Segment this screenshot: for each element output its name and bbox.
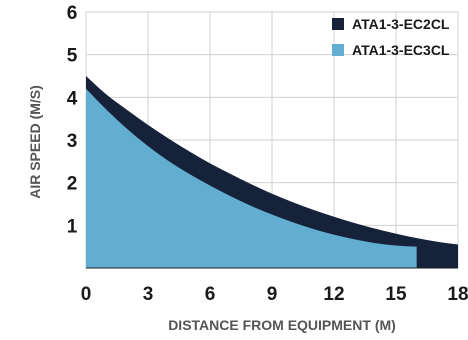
y-tick-labels: 1 2 3 4 5 6 xyxy=(67,3,78,237)
legend-label-0: ATA1-3-EC2CL xyxy=(352,16,450,32)
y-tick-label: 2 xyxy=(67,174,78,195)
series-areas xyxy=(86,76,458,268)
y-tick-label: 5 xyxy=(67,46,78,67)
legend: ATA1-3-EC2CL ATA1-3-EC3CL xyxy=(332,16,450,58)
y-tick-label: 6 xyxy=(67,3,78,24)
x-tick-label: 12 xyxy=(323,284,344,305)
y-axis-label: AIR SPEED (M/S) xyxy=(27,85,43,199)
legend-label-1: ATA1-3-EC3CL xyxy=(352,42,450,58)
legend-swatch-1 xyxy=(332,44,344,56)
grid xyxy=(85,11,459,268)
x-tick-label: 18 xyxy=(447,284,468,305)
x-axis-label: DISTANCE FROM EQUIPMENT (M) xyxy=(168,317,396,333)
y-tick-label: 3 xyxy=(67,131,78,152)
legend-swatch-0 xyxy=(332,18,344,30)
x-tick-label: 6 xyxy=(205,284,216,305)
x-tick-label: 9 xyxy=(267,284,278,305)
x-tick-label: 0 xyxy=(81,284,92,305)
x-tick-labels: 0 3 6 9 12 15 18 xyxy=(81,284,468,305)
x-tick-label: 3 xyxy=(143,284,154,305)
y-tick-label: 4 xyxy=(67,88,78,109)
x-tick-label: 15 xyxy=(385,284,407,305)
series-area-1 xyxy=(86,88,417,268)
y-tick-label: 1 xyxy=(67,216,78,237)
